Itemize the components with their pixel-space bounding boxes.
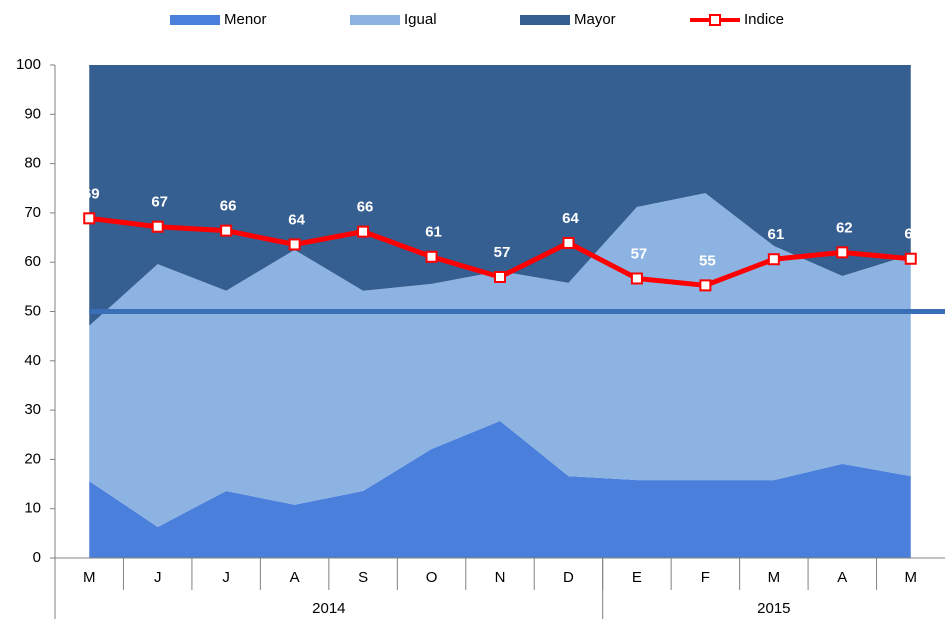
data-label: 62 xyxy=(836,219,853,236)
x-tick-label: J xyxy=(222,569,230,586)
data-label: 64 xyxy=(288,211,305,228)
x-tick-label: M xyxy=(83,569,96,586)
y-tick-label: 30 xyxy=(24,401,41,418)
marker xyxy=(904,252,917,265)
legend-label: Indice xyxy=(744,11,784,28)
y-tick-label: 80 xyxy=(24,155,41,172)
x-tick-label: S xyxy=(358,569,368,586)
x-tick-label: A xyxy=(837,569,847,586)
x-tick-label: D xyxy=(563,569,574,586)
legend-swatch xyxy=(170,15,220,25)
data-label: 66 xyxy=(220,198,237,215)
data-label: 57 xyxy=(494,244,511,261)
y-tick-label: 0 xyxy=(33,549,41,566)
x-tick-label: O xyxy=(426,569,438,586)
legend-marker xyxy=(709,14,721,26)
y-tick-label: 90 xyxy=(24,105,41,122)
data-label: 61 xyxy=(768,226,785,243)
legend-swatch xyxy=(350,15,400,25)
marker xyxy=(836,246,849,259)
x-tick-label: N xyxy=(495,569,506,586)
x-group-label: 2014 xyxy=(312,600,345,617)
x-tick-label: J xyxy=(154,569,162,586)
marker xyxy=(562,236,575,249)
marker xyxy=(425,250,438,263)
data-label: 64 xyxy=(562,210,579,227)
legend-swatch xyxy=(520,15,570,25)
marker xyxy=(699,279,712,292)
marker xyxy=(494,270,506,283)
data-label: 61 xyxy=(904,226,921,243)
marker xyxy=(151,220,164,233)
marker xyxy=(767,253,780,266)
y-tick-label: 60 xyxy=(24,253,41,270)
legend-label: Menor xyxy=(224,11,267,28)
marker xyxy=(220,224,233,237)
y-tick-label: 50 xyxy=(24,302,41,319)
data-label: 55 xyxy=(699,252,716,269)
marker xyxy=(630,272,643,285)
data-label: 61 xyxy=(425,224,442,241)
y-tick-label: 40 xyxy=(24,352,41,369)
data-label: 67 xyxy=(151,194,168,211)
legend-label: Mayor xyxy=(574,11,616,28)
x-tick-label: F xyxy=(701,569,710,586)
x-tick-label: M xyxy=(768,569,781,586)
y-tick-label: 70 xyxy=(24,204,41,221)
marker xyxy=(357,225,370,238)
y-tick-label: 20 xyxy=(24,450,41,467)
data-label: 57 xyxy=(631,245,648,262)
x-tick-label: M xyxy=(905,569,918,586)
area xyxy=(89,65,911,326)
marker xyxy=(83,212,96,225)
marker xyxy=(288,238,301,251)
y-tick-label: 10 xyxy=(24,500,41,517)
area xyxy=(89,193,911,527)
legend-label: Igual xyxy=(404,11,437,28)
y-tick-label: 100 xyxy=(16,56,41,73)
x-tick-label: A xyxy=(290,569,300,586)
x-group-label: 2015 xyxy=(757,600,790,617)
x-tick-label: E xyxy=(632,569,642,586)
area xyxy=(89,420,911,558)
data-label: 69 xyxy=(83,185,100,202)
data-label: 66 xyxy=(357,199,374,216)
